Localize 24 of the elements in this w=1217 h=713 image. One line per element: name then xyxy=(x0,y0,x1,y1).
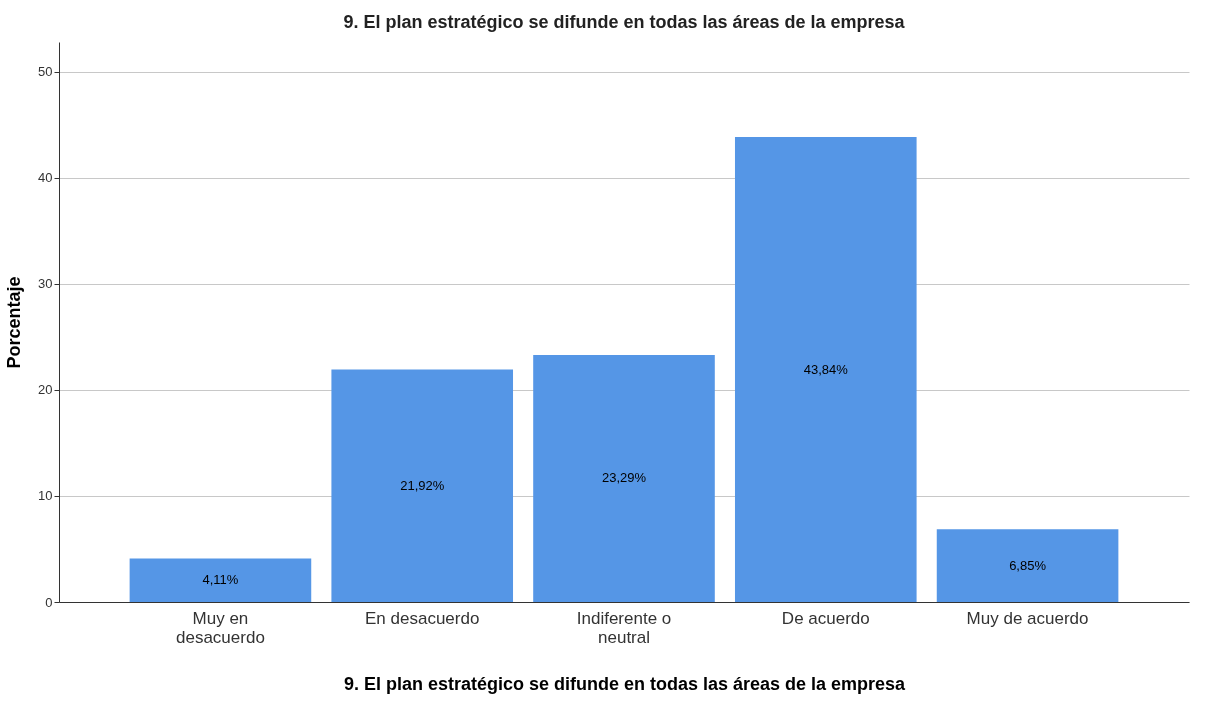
x-tick-label: Muy en desacuerdo xyxy=(176,608,265,647)
bar xyxy=(734,137,917,602)
bar xyxy=(533,354,715,602)
y-tick-label: 10 xyxy=(38,488,53,504)
x-tick-label: Muy de acuerdo xyxy=(966,608,1089,628)
data-label: 43,84% xyxy=(803,361,849,377)
bar xyxy=(936,529,1119,602)
data-label: 4,11% xyxy=(202,572,239,588)
x-axis-title: 9. El plan estratégico se difunde en todas las áreas de la empresa xyxy=(343,673,907,694)
chart-title: 9. El plan estratégico se difunde en todas las áreas de la empresa xyxy=(343,12,906,32)
bar xyxy=(129,558,312,602)
bar xyxy=(331,369,514,602)
data-label: 6,85% xyxy=(1009,557,1047,573)
y-tick-label: 20 xyxy=(38,382,53,398)
data-label: 23,29% xyxy=(601,470,647,486)
y-tick-label: 0 xyxy=(45,594,53,610)
x-tick-label: De acuerdo xyxy=(781,608,870,628)
x-tick-label: Indiferente o neutral xyxy=(576,608,672,647)
y-tick-label: 30 xyxy=(38,276,53,292)
x-tick-label: En desacuerdo xyxy=(365,608,480,628)
y-tick-label: 50 xyxy=(38,64,53,80)
data-label: 21,92% xyxy=(400,477,445,493)
y-axis-title: Porcentaje xyxy=(4,276,25,369)
y-tick-label: 40 xyxy=(38,170,53,186)
